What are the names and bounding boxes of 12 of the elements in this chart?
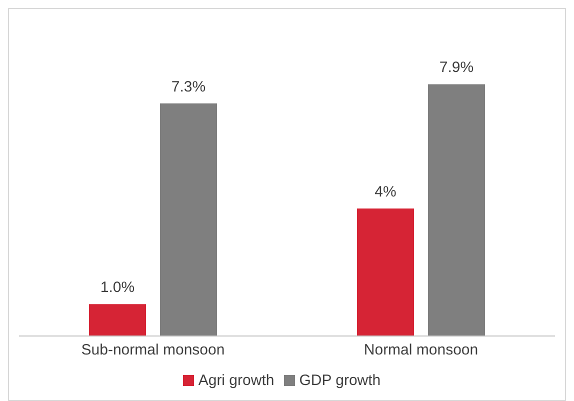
data-label: 1.0% — [100, 279, 135, 296]
legend-label: Agri growth — [198, 372, 274, 389]
data-label: 4% — [374, 184, 396, 201]
data-label: 7.9% — [439, 59, 474, 76]
x-tick-label: Normal monsoon — [364, 342, 478, 359]
data-label: 7.3% — [171, 78, 206, 96]
bar — [160, 103, 217, 336]
legend-label: GDP growth — [299, 372, 381, 389]
x-tick-label: Sub-normal monsoon — [81, 342, 225, 359]
bar — [428, 84, 485, 336]
bar — [89, 304, 146, 336]
bar — [357, 208, 414, 336]
